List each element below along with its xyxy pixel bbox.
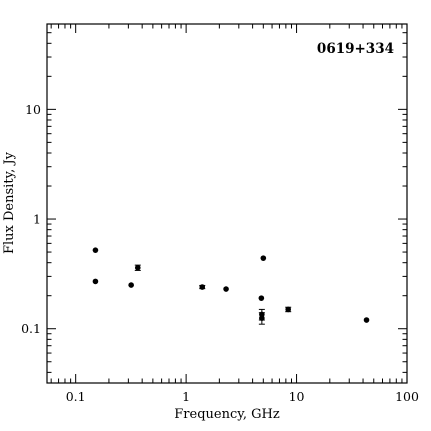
axis-ticks: [47, 23, 408, 383]
data-point: [260, 255, 267, 261]
data-point: [92, 247, 99, 253]
data-point: [92, 278, 99, 285]
y-axis-title: Flux Density, Jy: [2, 151, 17, 254]
x-tick-label: 100: [395, 389, 419, 404]
y-tick-label: 0.1: [21, 321, 41, 336]
x-tick-label: 10: [289, 389, 305, 404]
x-tick-label: 1: [182, 389, 190, 404]
tick-labels: 0.1 1 10 100 0.1 1 10: [21, 102, 419, 404]
plot-frame: [46, 23, 408, 384]
data-point: [258, 295, 265, 301]
source-label: 0619+334: [317, 41, 394, 57]
data-point: [199, 284, 206, 290]
data-point: [363, 317, 370, 323]
x-axis-title: Frequency, GHz: [174, 407, 280, 422]
x-tick-label: 0.1: [66, 389, 86, 404]
data-point: [285, 306, 291, 313]
data-points: [92, 247, 370, 325]
data-point: [134, 264, 141, 271]
y-tick-label: 10: [25, 102, 41, 117]
data-point: [223, 286, 229, 292]
data-point: [259, 315, 265, 321]
y-tick-label: 1: [33, 212, 41, 227]
data-point: [128, 282, 134, 288]
